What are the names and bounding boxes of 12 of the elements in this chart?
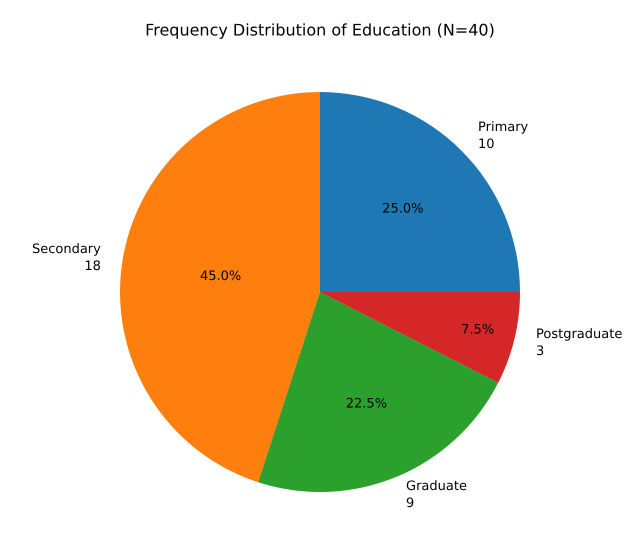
pie-slice (120, 92, 320, 482)
data-label: 45.0% (200, 268, 242, 284)
slice-label: Primary 10 (478, 120, 529, 152)
slice-label: Postgraduate 3 (536, 327, 622, 359)
pie-slice (258, 292, 498, 492)
chart-title: Frequency Distribution of Education (N=40) (145, 20, 495, 40)
data-label: 25.0% (382, 202, 424, 217)
data-label: 22.5% (346, 396, 388, 412)
pie-slice (320, 292, 520, 383)
slice-label: Secondary 18 (32, 242, 102, 274)
slice-label: Graduate 9 (406, 479, 467, 511)
data-label: 7.5% (461, 322, 494, 338)
